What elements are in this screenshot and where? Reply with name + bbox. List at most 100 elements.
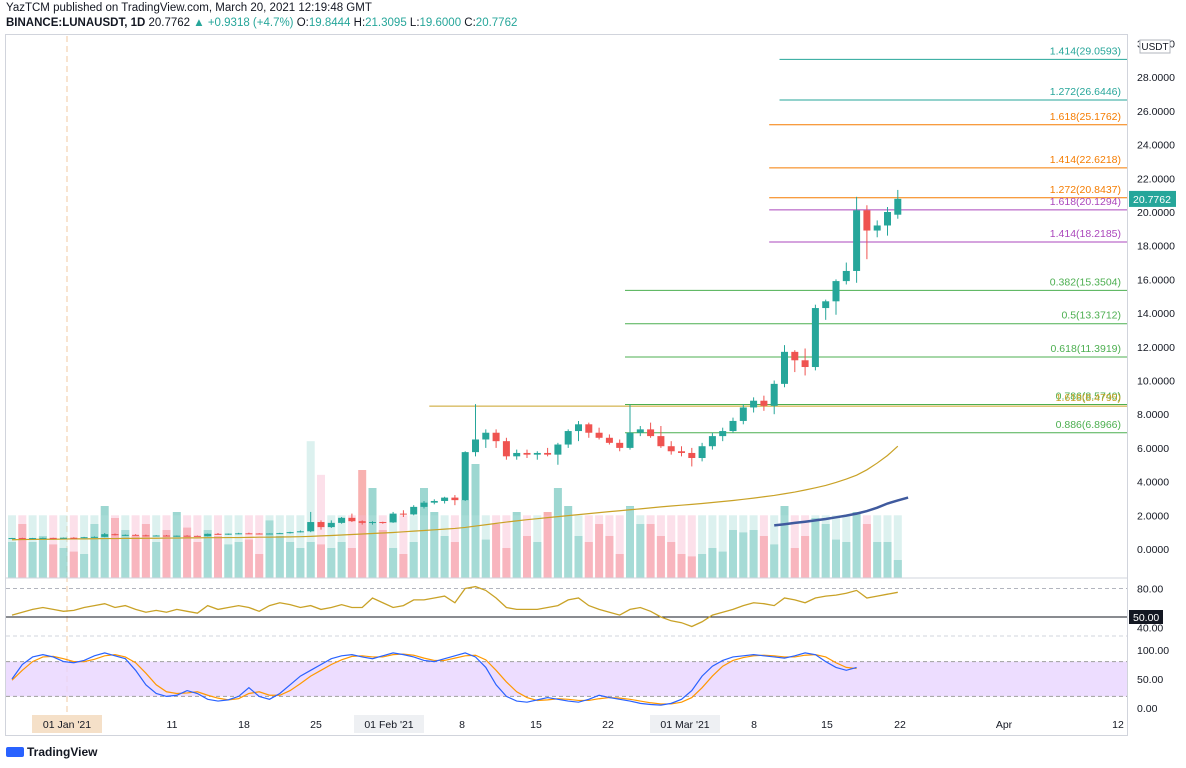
volume-overlay-bar xyxy=(471,515,480,578)
volume-overlay-bar xyxy=(564,515,573,578)
open-value: 19.8444 xyxy=(308,17,351,29)
fib-level-label: 1.272(20.8437) xyxy=(1050,184,1121,196)
candle-body xyxy=(575,424,582,432)
volume-overlay-bar xyxy=(543,515,552,578)
candle-body xyxy=(255,533,263,535)
candle-body xyxy=(60,537,67,539)
candle-body xyxy=(173,535,181,537)
high-value: 21.3095 xyxy=(365,17,407,29)
candle-body xyxy=(533,452,541,455)
candle-body xyxy=(266,533,273,535)
candle-body xyxy=(80,537,88,539)
volume-bar xyxy=(28,542,37,578)
volume-bar xyxy=(729,530,737,578)
candle-body xyxy=(626,432,634,448)
fib-level-label: 1.414(22.6218) xyxy=(1050,154,1121,166)
volume-overlay-bar xyxy=(656,515,665,578)
volume-bar xyxy=(100,506,109,578)
candle-body xyxy=(873,225,881,231)
candle-body xyxy=(39,537,47,539)
candle-body xyxy=(317,522,325,528)
volume-bar xyxy=(873,542,882,578)
volume-bar xyxy=(420,488,428,578)
candle-body xyxy=(399,513,407,515)
volume-bar xyxy=(605,536,614,578)
time-axis-label: 15 xyxy=(821,719,833,731)
volume-overlay-bar xyxy=(244,515,253,578)
volume-bar xyxy=(832,539,840,578)
close-label: C: xyxy=(464,17,476,29)
candle-body xyxy=(678,451,685,453)
price-scale-label: 28.0000 xyxy=(1137,72,1175,84)
candle-body xyxy=(235,533,243,535)
chart-frame[interactable] xyxy=(5,34,1128,736)
volume-bar xyxy=(275,536,284,578)
volume-bar xyxy=(59,548,68,578)
volume-bar xyxy=(553,488,562,578)
candle-body xyxy=(822,301,830,309)
volume-bar xyxy=(749,530,758,578)
time-label-box xyxy=(32,715,102,733)
candle-body xyxy=(90,536,98,538)
fib-level-label: 0.382(15.3504) xyxy=(1050,276,1121,288)
volume-bar xyxy=(698,554,707,578)
volume-overlay-bar xyxy=(80,515,89,578)
stoch-d-line xyxy=(11,653,857,705)
candle-body xyxy=(708,436,716,447)
candle-body xyxy=(657,436,665,447)
price-scale-label: 26.0000 xyxy=(1137,106,1175,118)
volume-overlay-bar xyxy=(770,515,779,578)
volume-overlay-bar xyxy=(337,515,346,578)
volume-overlay-bar xyxy=(667,515,676,578)
ma-slow-line xyxy=(11,445,899,541)
volume-bar xyxy=(347,548,356,578)
stoch-scale-label: 50.00 xyxy=(1137,674,1163,686)
volume-overlay-bar xyxy=(677,515,686,578)
volume-bar xyxy=(595,524,604,578)
volume-bar xyxy=(255,554,264,578)
candle-body xyxy=(595,432,603,438)
volume-overlay-bar xyxy=(832,515,840,578)
candle-body xyxy=(101,534,109,537)
volume-overlay-bar xyxy=(224,515,233,578)
low-value: 19.6000 xyxy=(419,17,462,29)
volume-bar xyxy=(852,512,861,578)
candle-body xyxy=(801,360,809,368)
volume-overlay-bar xyxy=(214,515,222,578)
volume-overlay-bar xyxy=(347,515,356,578)
volume-overlay-bar xyxy=(59,515,68,578)
volume-bar xyxy=(265,520,274,578)
time-axis-label: 01 Feb '21 xyxy=(364,719,413,731)
candle-body xyxy=(245,533,253,535)
volume-bar xyxy=(646,524,655,578)
candle-body xyxy=(544,452,552,455)
volume-bar xyxy=(492,524,501,578)
candle-body xyxy=(193,535,201,537)
rsi-line xyxy=(11,585,898,628)
volume-bar xyxy=(244,539,253,578)
tradingview-logo: TradingView xyxy=(6,745,97,759)
volume-overlay-bar xyxy=(162,515,171,578)
volume-overlay-bar xyxy=(801,515,810,578)
candle-body xyxy=(8,538,16,540)
volume-bar xyxy=(234,542,243,578)
volume-overlay-bar xyxy=(440,515,449,578)
volume-bar xyxy=(172,512,181,578)
symbol-label[interactable]: BINANCE:LUNAUSDT, 1D xyxy=(6,17,146,29)
volume-overlay-bar xyxy=(481,515,490,578)
volume-overlay-bar xyxy=(358,515,367,578)
volume-bar xyxy=(141,524,150,578)
time-axis-label: 22 xyxy=(602,719,614,731)
volume-overlay-bar xyxy=(399,515,408,578)
fib-level-label: 1.618(20.1294) xyxy=(1050,196,1121,208)
time-axis-label: 18 xyxy=(238,719,250,731)
candle-body xyxy=(338,517,346,523)
volume-overlay-bar xyxy=(111,515,119,578)
candle-body xyxy=(296,531,304,533)
candle-body xyxy=(853,210,861,271)
candle-body xyxy=(276,533,284,535)
time-axis-label: 11 xyxy=(167,719,178,731)
volume-bar xyxy=(49,544,58,578)
time-axis-label: 12 xyxy=(1112,719,1124,731)
